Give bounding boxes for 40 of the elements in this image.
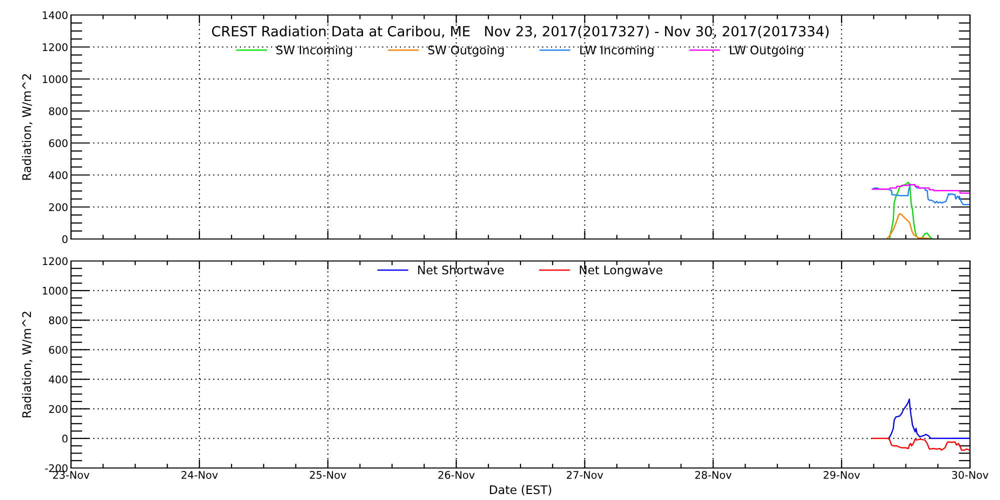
x-tick-label: 26-Nov xyxy=(438,470,475,479)
x-tick-label: 23-Nov xyxy=(53,470,90,479)
x-tick-label: 25-Nov xyxy=(310,470,346,479)
y-tick-label: 1400 xyxy=(42,11,68,20)
x-tick-label: 29-Nov xyxy=(824,470,860,479)
y-tick-label: 400 xyxy=(48,171,68,180)
y-axis-title: Radiation, W/m^2 xyxy=(22,74,32,180)
y-tick-label: 0 xyxy=(62,434,68,443)
line-series xyxy=(872,184,970,206)
y-tick-label: 200 xyxy=(49,203,68,212)
legend-label: SW Outgoing xyxy=(428,45,504,57)
y-tick-label: 1200 xyxy=(42,257,68,266)
y-tick-label: 600 xyxy=(49,346,68,354)
y-tick-label: 200 xyxy=(49,405,68,413)
y-tick-label: 1000 xyxy=(42,75,68,84)
line-series xyxy=(888,398,970,440)
x-axis-title: Date (EST) xyxy=(490,485,552,496)
line-series xyxy=(872,184,970,194)
y-tick-label: 1000 xyxy=(42,286,68,295)
legend-label: LW Incoming xyxy=(580,45,654,57)
legend-label: Net Longwave xyxy=(580,266,662,277)
x-tick-label: 28-Nov xyxy=(695,470,732,479)
x-tick-label: 24-Nov xyxy=(182,470,218,479)
y-tick-label: 1200 xyxy=(42,43,68,52)
y-tick-label: 0 xyxy=(62,235,68,244)
y-tick-label: 600 xyxy=(49,139,68,148)
legend-label: SW Incoming xyxy=(276,45,352,57)
y-tick-label: 800 xyxy=(49,107,68,116)
y-tick-label: 800 xyxy=(49,316,68,324)
x-tick-label: 30-Nov xyxy=(952,470,988,479)
text: CREST Radiation Data at Caribou, ME Nov 23, 2017(2017327) - Nov 30, 2017(2017334) xyxy=(212,26,829,38)
line-series xyxy=(872,438,970,451)
line-series xyxy=(886,213,930,239)
x-tick-label: 27-Nov xyxy=(566,470,604,479)
line-series xyxy=(889,182,934,239)
legend-label: LW Outgoing xyxy=(730,45,804,57)
y-tick-label: 400 xyxy=(48,376,68,384)
legend-label: Net Shortwave xyxy=(418,265,504,274)
y-axis-title: Radiation, W/m^2 xyxy=(22,312,32,418)
y-tick-label: -200 xyxy=(45,464,68,472)
